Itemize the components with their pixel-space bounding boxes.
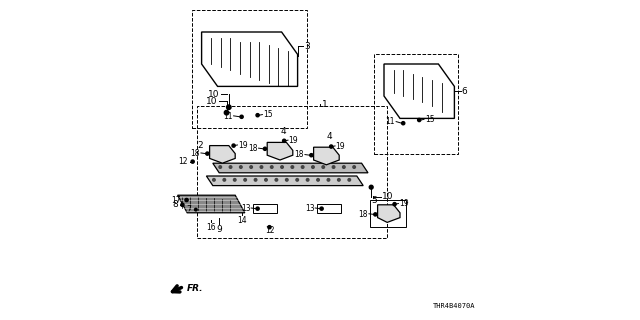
Text: 4: 4 [280,127,286,136]
Text: 6: 6 [461,87,467,96]
Polygon shape [178,195,245,213]
Circle shape [322,166,324,168]
Circle shape [275,179,278,181]
Text: 10: 10 [381,192,393,201]
Text: 15: 15 [425,115,435,124]
Circle shape [181,203,184,206]
Circle shape [353,166,355,168]
Circle shape [212,179,215,181]
Bar [192,10,307,128]
Circle shape [402,122,405,125]
Circle shape [332,166,335,168]
Circle shape [250,166,252,168]
Bar [374,54,458,154]
Circle shape [393,203,396,206]
Circle shape [330,145,333,148]
Text: 19: 19 [399,199,409,208]
Text: 5: 5 [372,196,377,205]
Circle shape [418,118,421,122]
Circle shape [374,213,377,216]
Text: 18: 18 [248,144,258,153]
Text: 18: 18 [191,149,200,158]
Polygon shape [202,32,298,86]
Circle shape [317,179,319,181]
Circle shape [271,166,273,168]
Polygon shape [212,163,368,173]
Text: 12: 12 [179,157,188,166]
Polygon shape [210,146,236,163]
Text: 9: 9 [216,225,222,234]
Circle shape [256,207,259,210]
Polygon shape [268,142,292,160]
Circle shape [244,179,246,181]
Text: 2: 2 [197,141,203,150]
Text: 16: 16 [206,223,216,232]
Circle shape [256,114,259,117]
Text: 19: 19 [238,141,248,150]
Polygon shape [206,176,364,186]
Circle shape [240,115,243,118]
Circle shape [301,166,304,168]
Text: FR.: FR. [187,284,204,293]
Circle shape [265,179,268,181]
Text: 14: 14 [237,216,246,225]
Circle shape [224,110,229,115]
Text: 1: 1 [322,100,327,108]
Text: 15: 15 [264,110,273,119]
Text: 3: 3 [304,42,310,51]
Circle shape [227,105,231,109]
Text: 11: 11 [386,117,396,126]
Text: THR4B4070A: THR4B4070A [433,303,475,309]
Circle shape [195,208,197,211]
Text: 10: 10 [209,90,220,99]
Text: 19: 19 [336,142,346,151]
Circle shape [348,179,351,181]
Circle shape [296,179,298,181]
Circle shape [264,147,267,150]
Circle shape [191,160,195,163]
Circle shape [260,166,263,168]
Circle shape [327,179,330,181]
Text: 12: 12 [266,226,275,235]
Circle shape [239,166,242,168]
Circle shape [307,179,309,181]
Circle shape [234,179,236,181]
Circle shape [223,179,226,181]
Circle shape [268,226,271,229]
Text: 11: 11 [223,112,233,121]
Circle shape [291,166,294,168]
Text: 8: 8 [172,200,178,209]
Text: 18: 18 [294,150,304,159]
Polygon shape [378,205,400,222]
Text: 4: 4 [327,132,332,141]
Circle shape [337,179,340,181]
Polygon shape [314,147,339,165]
Circle shape [369,185,373,189]
Text: 13: 13 [241,204,251,213]
Circle shape [254,179,257,181]
Circle shape [310,154,313,157]
Circle shape [229,166,232,168]
Circle shape [282,139,285,142]
Circle shape [232,144,236,147]
Text: 13: 13 [305,204,315,213]
Text: 17: 17 [172,196,181,204]
Bar [317,204,341,213]
Bar [370,200,406,227]
Polygon shape [384,64,454,118]
Text: 18: 18 [358,210,368,219]
Circle shape [320,207,323,210]
Circle shape [219,166,221,168]
Circle shape [281,166,284,168]
Circle shape [206,152,209,155]
Text: 7: 7 [186,205,191,214]
Text: 19: 19 [289,136,298,145]
Circle shape [185,198,188,202]
Circle shape [285,179,288,181]
Circle shape [312,166,314,168]
Circle shape [342,166,345,168]
Text: 10: 10 [206,97,218,106]
Bar [253,204,277,213]
Bar [197,106,387,238]
